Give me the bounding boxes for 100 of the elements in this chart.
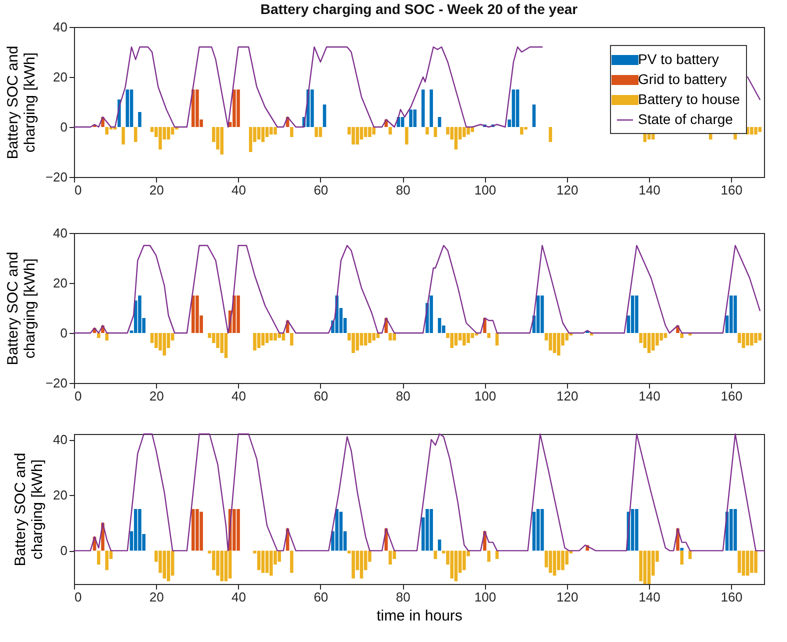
bar	[516, 90, 520, 127]
x-tick-label: 120	[556, 182, 578, 198]
bar	[664, 333, 668, 338]
bar	[742, 333, 746, 348]
legend-label: Grid to battery	[638, 71, 727, 87]
x-tick-label: 80	[396, 182, 410, 198]
bar	[557, 333, 560, 356]
bar	[270, 127, 273, 134]
bar	[278, 550, 281, 562]
bar	[154, 333, 158, 348]
bar	[339, 512, 343, 551]
bar	[236, 90, 240, 127]
bar	[138, 112, 142, 127]
bar	[122, 127, 125, 144]
bar	[430, 90, 433, 127]
bar	[126, 90, 130, 127]
bar	[162, 550, 166, 578]
x-tick-label: 80	[396, 590, 410, 604]
bar	[364, 333, 368, 346]
x-tick-label: 0	[74, 388, 82, 404]
bar	[487, 333, 490, 338]
bar	[158, 127, 162, 150]
bar	[228, 550, 232, 578]
bar	[257, 333, 260, 348]
bar	[290, 127, 294, 137]
bar	[232, 90, 236, 127]
x-tick-label: 100	[474, 388, 496, 404]
y-tick-label: −20	[45, 170, 68, 184]
legend-label: Battery to house	[638, 91, 740, 107]
bar	[356, 333, 360, 350]
bar	[191, 509, 195, 551]
bar	[236, 296, 240, 333]
bar	[200, 512, 203, 551]
bar	[368, 333, 372, 343]
bar	[220, 127, 224, 154]
bar	[274, 333, 277, 340]
bar	[643, 550, 647, 584]
chart-title: Battery charging and SOC - Week 20 of the year	[260, 1, 578, 17]
bar	[730, 509, 733, 551]
bar	[548, 127, 552, 142]
bar	[352, 127, 355, 144]
bar	[438, 117, 442, 127]
bar	[372, 333, 376, 340]
bar	[738, 550, 741, 573]
x-tick-label: 40	[232, 388, 246, 404]
bar	[630, 509, 634, 551]
y-tick-label: 40	[53, 432, 68, 448]
bar	[372, 127, 376, 134]
bar	[532, 104, 536, 127]
bar	[138, 296, 142, 333]
bar	[261, 550, 265, 573]
bar	[434, 127, 438, 137]
bar	[561, 550, 564, 570]
bar	[635, 296, 638, 333]
bar	[134, 127, 138, 142]
bar	[426, 127, 429, 134]
x-tick-label: 20	[149, 590, 164, 604]
x-axis-title: time in hours	[376, 608, 462, 624]
bar	[651, 333, 655, 350]
x-tick-label: 140	[638, 590, 660, 604]
bar	[552, 333, 556, 353]
bar	[97, 550, 100, 565]
bar	[734, 509, 737, 551]
bar	[438, 540, 442, 551]
bar	[191, 296, 195, 333]
bar	[196, 296, 199, 333]
bar	[635, 509, 638, 551]
bar	[134, 509, 138, 551]
bar	[224, 333, 228, 358]
bar	[450, 333, 454, 348]
x-tick-label: 60	[314, 590, 328, 604]
x-tick-label: 60	[314, 182, 328, 198]
bar	[487, 550, 490, 562]
y-tick-label: 0	[60, 120, 68, 134]
y-tick-label: 0	[60, 326, 68, 340]
x-tick-label: 20	[149, 182, 164, 198]
bar	[356, 127, 360, 144]
bar	[540, 296, 544, 333]
bar	[438, 318, 442, 333]
bar	[758, 127, 762, 132]
bar	[105, 550, 108, 570]
x-tick-label: 160	[720, 182, 742, 198]
y-tick-label: −20	[45, 376, 68, 390]
bar	[466, 127, 470, 134]
bar	[392, 333, 396, 340]
bar	[466, 333, 470, 343]
y-tick-label: 40	[53, 20, 68, 34]
bar	[322, 104, 326, 127]
bar	[166, 127, 170, 140]
bar	[257, 550, 260, 570]
bar	[388, 127, 392, 134]
bar	[257, 127, 260, 140]
line-series	[73, 244, 760, 334]
bar	[454, 333, 458, 346]
x-tick-label: 100	[474, 182, 496, 198]
y-axis-title: Battery SOC and charging [kWh]	[12, 452, 46, 566]
bar	[130, 90, 134, 127]
bar	[405, 127, 408, 144]
bar	[166, 550, 170, 582]
bar	[512, 90, 516, 127]
